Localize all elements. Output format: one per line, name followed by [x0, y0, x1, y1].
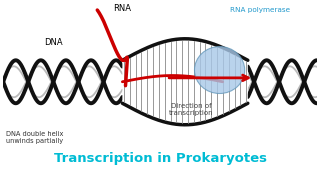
- Text: DNA: DNA: [44, 38, 63, 47]
- Text: DNA double helix
unwinds partially: DNA double helix unwinds partially: [6, 131, 63, 144]
- Text: Transcription in Prokaryotes: Transcription in Prokaryotes: [53, 152, 267, 165]
- Polygon shape: [122, 39, 248, 125]
- Text: RNA polymerase: RNA polymerase: [230, 7, 291, 13]
- Ellipse shape: [195, 47, 245, 93]
- Text: Direction of
transcription: Direction of transcription: [169, 103, 214, 116]
- Text: RNA: RNA: [113, 4, 131, 13]
